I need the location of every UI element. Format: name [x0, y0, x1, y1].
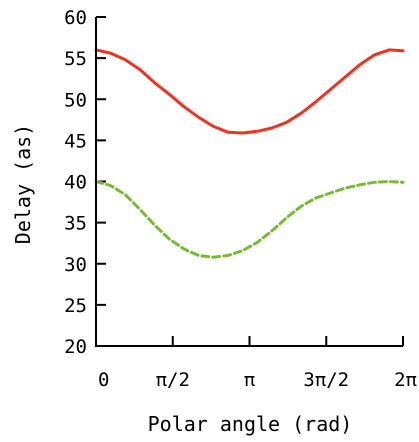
- x-tick-label: π: [244, 369, 255, 391]
- y-tick-label: 60: [64, 7, 87, 29]
- plot-axes: [95, 17, 403, 347]
- y-axis-ticks: 20 25 30 35 40 45 50 55 60: [64, 7, 106, 358]
- y-tick-label: 20: [64, 336, 87, 358]
- x-tick-label: 2π: [394, 369, 417, 391]
- x-axis-label: Polar angle (rad): [148, 412, 353, 436]
- series-line-2: [94, 180, 405, 259]
- y-tick-label: 50: [64, 89, 87, 111]
- x-tick-label: 0: [98, 369, 109, 391]
- y-tick-label: 25: [64, 295, 87, 317]
- x-axis-ticks: 0 π/2 π 3π/2 2π: [95, 336, 417, 391]
- x-tick-label: π/2: [156, 369, 190, 391]
- y-tick-label: 30: [64, 254, 87, 276]
- series-layer: [94, 48, 405, 259]
- y-tick-label: 35: [64, 213, 87, 235]
- y-tick-label: 55: [64, 48, 87, 70]
- y-tick-label: 40: [64, 172, 87, 194]
- y-axis-label: Delay (as): [11, 124, 35, 244]
- series-line-1: [94, 48, 405, 135]
- x-tick-label: 3π/2: [303, 369, 349, 391]
- y-tick-label: 45: [64, 130, 87, 152]
